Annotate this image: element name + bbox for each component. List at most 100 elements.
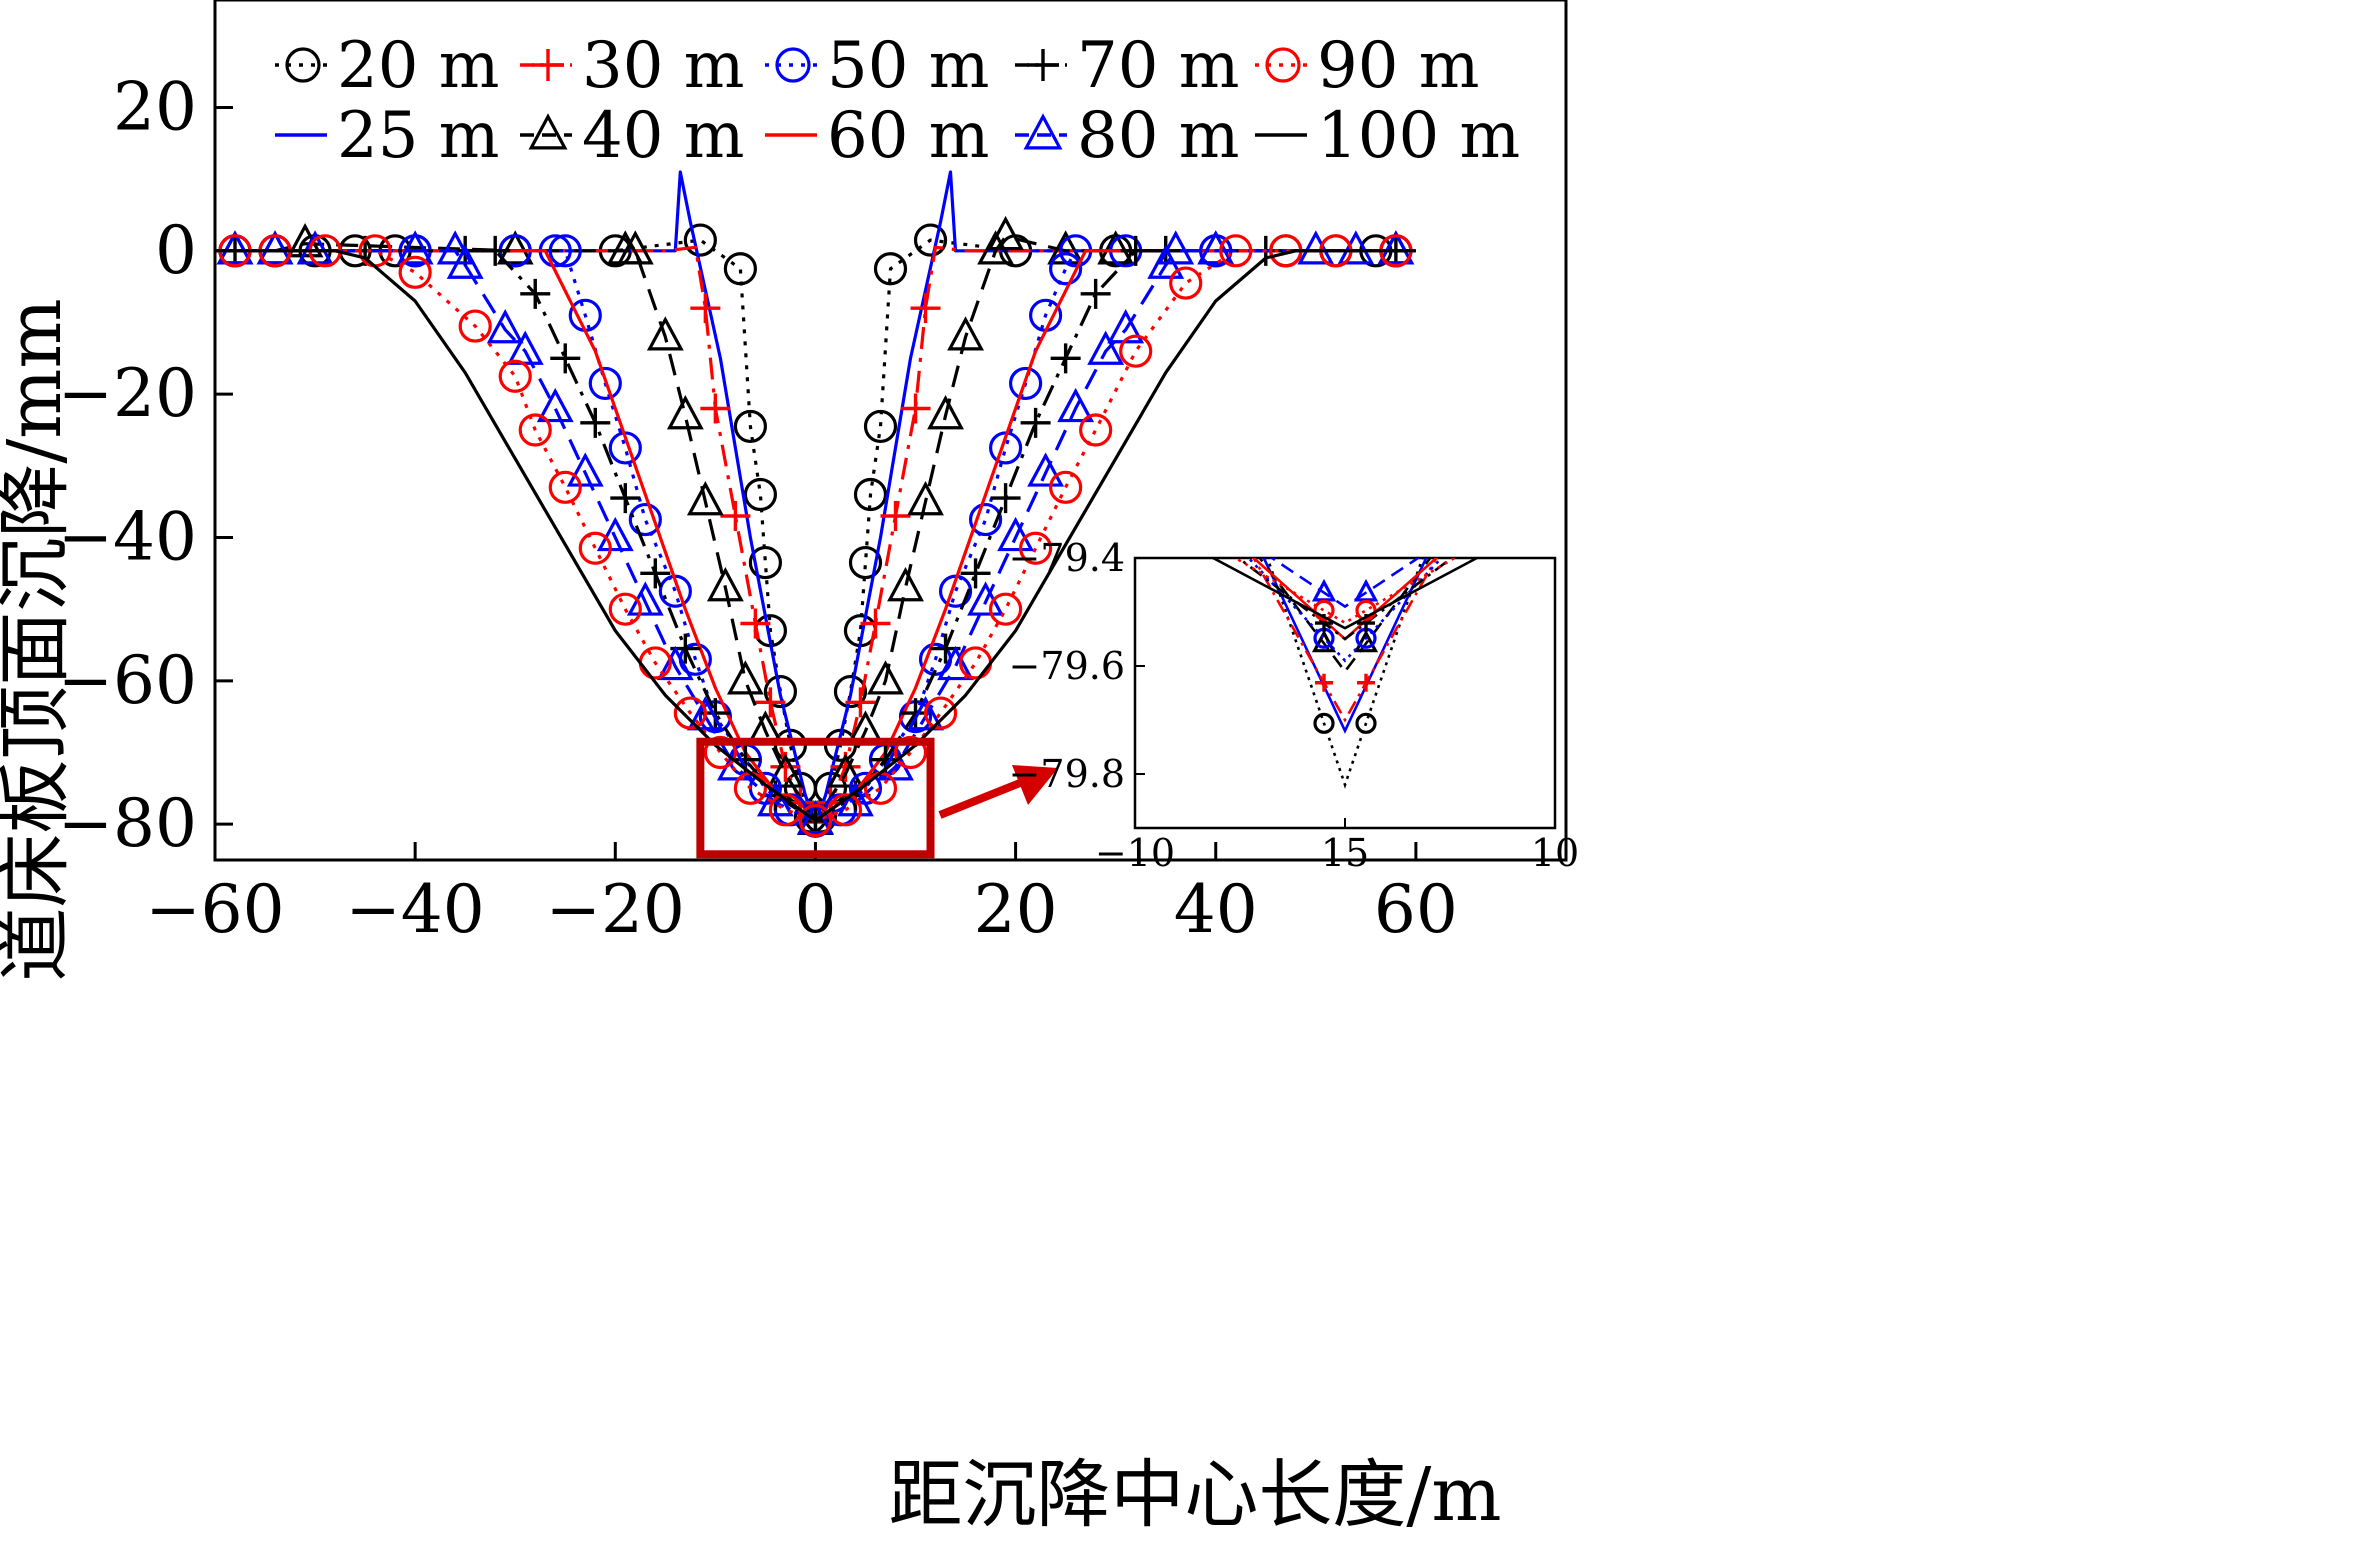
data-point-80m [596,516,634,552]
legend-label: 40 m [582,99,744,173]
data-point-80m [1197,230,1235,265]
data-point-50m [628,502,662,537]
inset-line-100m [1210,558,1480,630]
data-point-70m [1120,235,1151,266]
x-tick-label: −60 [145,871,284,948]
inset-marker-20m [1504,284,1522,302]
data-point-40m [666,395,704,430]
data-point-90m [548,470,582,504]
data-point-30m [755,687,786,718]
inset-marker-50m [1168,473,1186,491]
data-point-80m [656,645,694,681]
x-tick-label: 60 [1374,871,1458,948]
data-point-20m [913,223,948,257]
inset-marker-70m [1504,502,1522,520]
data-point-90m [608,592,642,626]
legend-label: 80 m [1077,99,1239,173]
data-point-80m [1027,452,1065,487]
inset-marker-30m [1315,673,1333,692]
data-point-70m [640,558,671,589]
data-point-70m [520,278,551,309]
data-point-30m [860,608,891,639]
data-point-20m [763,674,798,709]
data-point-90m [1019,531,1053,565]
data-point-50m [548,234,582,268]
legend-marker [532,49,564,81]
y-axis-title: 道床板顶面沉降/mm [0,298,78,981]
data-point-40m [907,481,944,516]
series-line-100m [215,249,1416,823]
data-point-80m [1057,387,1095,423]
data-point-90m [578,531,612,565]
data-point-40m [766,753,804,788]
data-point-80m [446,244,484,279]
data-point-40m [646,316,684,351]
inset-marker-90m [1168,514,1186,532]
zoom-arrow-shaft [938,779,1022,819]
data-point-80m [436,230,474,265]
legend-marker [1027,49,1059,81]
legend-label: 25 m [337,99,499,173]
data-point-90m [1219,234,1253,268]
data-point-80m [837,782,874,817]
inset-line-30m [1252,558,1438,723]
inset-marker-30m [1504,413,1522,431]
legend-label: 50 m [827,29,989,103]
series-line-50m [235,249,1396,823]
zoom-highlight-box [696,737,1058,859]
data-point-70m [990,483,1021,514]
inset-marker-50m [1504,473,1522,491]
data-point-20m [733,409,767,444]
data-point-80m [1087,330,1125,365]
data-point-90m [893,735,928,770]
data-point-90m [958,646,993,680]
data-point-20m [863,409,898,444]
data-point-90m [703,735,737,770]
x-axis-title: 距沉降中心长度/m [888,1452,1501,1538]
legend-marker [285,47,321,83]
series-line-80m [235,249,1396,823]
data-point-90m [398,255,432,289]
data-point-40m [887,567,924,602]
y-tick-label: −20 [58,355,197,432]
data-point-70m [1020,407,1051,438]
legend: 20 m25 m 30 m40 m 50 m60 m 70 m80 m 90 m100 … [275,29,1520,173]
inset-marker-40m [1168,437,1187,455]
inset-marker-40m [1504,437,1523,455]
inset-marker-90m [1355,599,1377,621]
data-point-80m [1377,230,1415,265]
data-point-90m [798,803,833,838]
inset-marker-80m [1168,484,1187,502]
inset-x-tick-label: 10 [1531,831,1579,875]
data-point-50m [968,502,1003,537]
data-point-80m [1337,230,1375,265]
data-point-40m [927,395,964,430]
legend-marker [775,47,811,83]
data-point-70m [550,343,581,374]
data-point-40m [706,567,744,602]
data-point-90m [1119,334,1153,368]
data-point-80m [1297,230,1335,265]
data-point-80m [1157,230,1195,265]
inset-marker-20m [1313,712,1335,734]
data-point-20m [723,252,757,286]
inset-line-20m [1266,558,1424,789]
data-point-70m [480,235,511,266]
inset-marker-90m [1313,599,1335,621]
inset-marker-30m [1168,413,1186,431]
inset-y-tick-label: −79.4 [1009,536,1125,580]
data-point-70m [610,483,641,514]
inset-marker-20m [1355,712,1377,734]
legend-label: 60 m [827,99,989,173]
legend-marker [1023,113,1063,150]
data-point-20m [683,223,717,257]
data-point-90m [1049,470,1083,504]
inset-line-70m [1236,558,1454,641]
data-point-30m [910,293,941,324]
data-point-40m [827,753,864,788]
data-point-20m [833,674,868,709]
series-line-30m [235,245,1396,824]
inset-x-tick-label: −10 [1095,831,1175,875]
zoom-arrow-head [1012,765,1058,805]
legend-label: 100 m [1317,99,1520,173]
